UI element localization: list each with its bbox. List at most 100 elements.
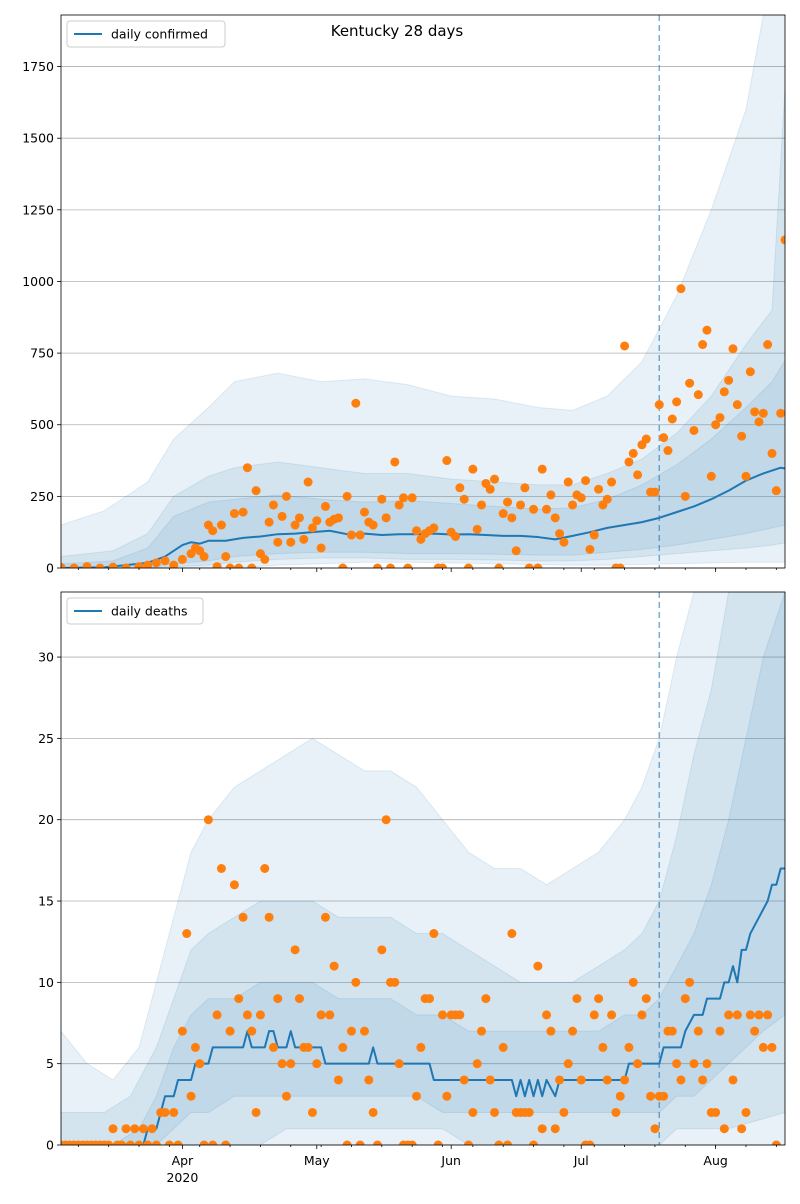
observed-point [356, 531, 365, 540]
observed-point [438, 1010, 447, 1019]
observed-point [689, 426, 698, 435]
observed-point [369, 521, 378, 530]
observed-point [408, 493, 417, 502]
observed-point [750, 407, 759, 416]
y-tick-label: 0 [46, 1138, 54, 1153]
observed-point [681, 994, 690, 1003]
x-tick-label: Jul [573, 1153, 589, 1168]
x-tick-label: May [304, 1153, 330, 1168]
observed-point [169, 1108, 178, 1117]
observed-point [468, 465, 477, 474]
y-tick-label: 20 [38, 812, 54, 827]
observed-point [724, 1010, 733, 1019]
observed-point [572, 994, 581, 1003]
observed-point [711, 1108, 720, 1117]
observed-point [525, 1108, 534, 1117]
observed-point [637, 1010, 646, 1019]
observed-point [754, 1010, 763, 1019]
legend-label: daily confirmed [111, 27, 208, 42]
observed-point [741, 472, 750, 481]
observed-point [83, 562, 92, 571]
observed-point [312, 516, 321, 525]
observed-point [659, 433, 668, 442]
observed-point [551, 1124, 560, 1133]
observed-point [234, 994, 243, 1003]
observed-point [759, 409, 768, 418]
observed-point [559, 538, 568, 547]
observed-point [698, 340, 707, 349]
observed-point [594, 994, 603, 1003]
observed-point [273, 994, 282, 1003]
observed-point [451, 532, 460, 541]
observed-point [672, 397, 681, 406]
observed-point [724, 376, 733, 385]
observed-point [247, 1027, 256, 1036]
observed-point [295, 513, 304, 522]
y-tick-label: 30 [38, 650, 54, 665]
observed-point [763, 1010, 772, 1019]
observed-point [460, 1075, 469, 1084]
observed-point [538, 1124, 547, 1133]
observed-point [507, 513, 516, 522]
observed-point [603, 1075, 612, 1084]
observed-point [655, 400, 664, 409]
observed-point [538, 465, 547, 474]
observed-point [598, 1043, 607, 1052]
x-tick-label: Apr [172, 1153, 194, 1168]
x-tick-label: Jun [440, 1153, 461, 1168]
plot-area [57, 15, 800, 573]
observed-point [616, 1092, 625, 1101]
observed-point [252, 486, 261, 495]
observed-point [416, 1043, 425, 1052]
observed-point [187, 1092, 196, 1101]
observed-point [351, 399, 360, 408]
observed-point [304, 478, 313, 487]
observed-point [607, 1010, 616, 1019]
observed-point [694, 1027, 703, 1036]
observed-point [412, 526, 421, 535]
x-tick-year-label: 2020 [166, 1170, 198, 1185]
observed-point [442, 1092, 451, 1101]
observed-point [577, 493, 586, 502]
observed-point [516, 500, 525, 509]
y-tick-label: 15 [38, 894, 54, 909]
observed-point [377, 495, 386, 504]
observed-point [685, 978, 694, 987]
observed-point [282, 1092, 291, 1101]
observed-point [226, 1027, 235, 1036]
observed-point [152, 558, 161, 567]
observed-point [269, 500, 278, 509]
observed-point [620, 341, 629, 350]
observed-point [529, 505, 538, 514]
plot-area [57, 592, 786, 1150]
observed-point [399, 493, 408, 502]
observed-point [321, 502, 330, 511]
observed-point [278, 1059, 287, 1068]
observed-point [395, 1059, 404, 1068]
observed-point [741, 1108, 750, 1117]
observed-point [663, 446, 672, 455]
y-tick-label: 1000 [22, 274, 54, 289]
observed-point [442, 456, 451, 465]
observed-point [286, 538, 295, 547]
observed-point [429, 929, 438, 938]
observed-point [737, 1124, 746, 1133]
observed-point [382, 815, 391, 824]
observed-point [221, 552, 230, 561]
chart-title: Kentucky 28 days [331, 22, 464, 40]
observed-point [486, 1075, 495, 1084]
observed-point [351, 978, 360, 987]
y-tick-label: 500 [30, 417, 54, 432]
observed-point [325, 1010, 334, 1019]
observed-point [646, 1092, 655, 1101]
observed-point [585, 545, 594, 554]
observed-point [364, 1075, 373, 1084]
observed-point [252, 1108, 261, 1117]
observed-point [720, 1124, 729, 1133]
observed-point [213, 562, 222, 571]
observed-point [650, 488, 659, 497]
observed-point [759, 1043, 768, 1052]
observed-point [265, 913, 274, 922]
observed-point [338, 1043, 347, 1052]
